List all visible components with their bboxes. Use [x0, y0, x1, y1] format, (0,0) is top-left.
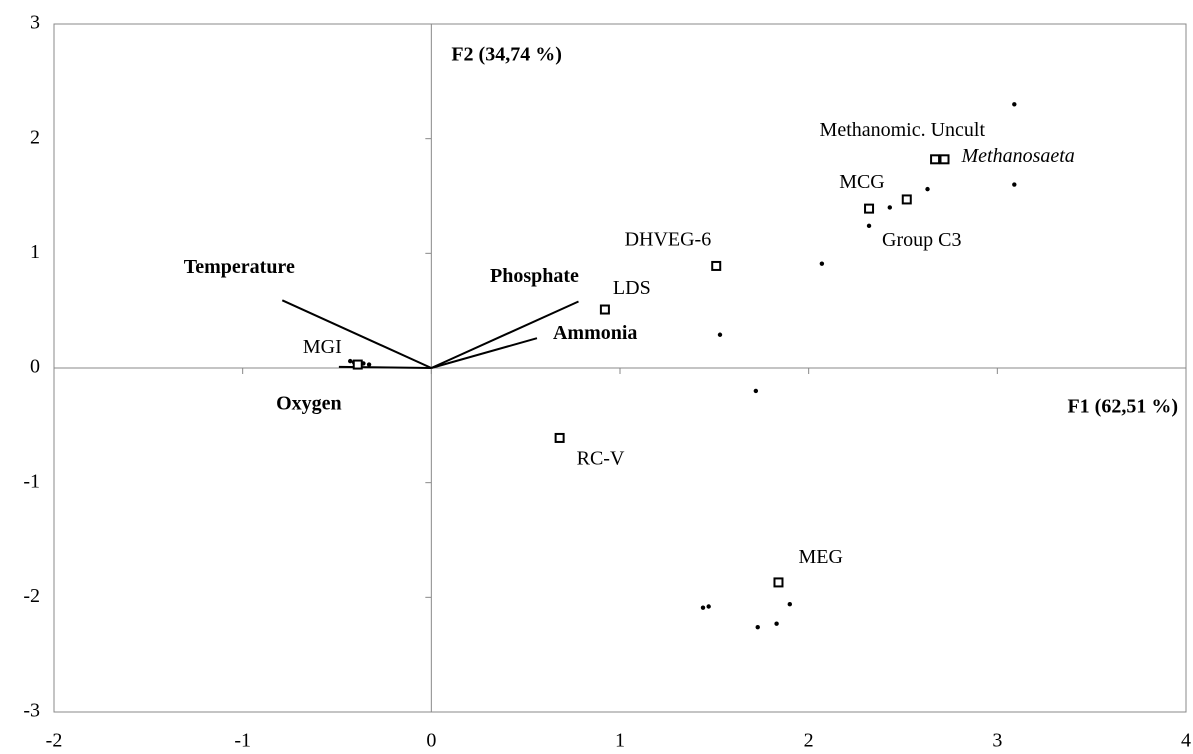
- y-tick-label: 1: [30, 241, 40, 263]
- taxon-label: DHVEG-6: [625, 229, 712, 251]
- taxon-point: [864, 203, 875, 214]
- vector-label: Phosphate: [490, 265, 579, 287]
- sample-point: [1012, 102, 1017, 107]
- taxon-point: [352, 359, 363, 370]
- sample-point: [753, 388, 759, 394]
- sample-point: [700, 605, 706, 610]
- sample-point: [717, 332, 723, 337]
- y-tick-label: -2: [23, 585, 40, 607]
- y-axis-label: F2 (34,74 %): [451, 44, 562, 66]
- sample-point: [1012, 182, 1017, 187]
- x-axis-label: F1 (62,51 %): [1067, 396, 1178, 418]
- vector: [430, 300, 579, 369]
- sample-point: [706, 604, 711, 609]
- y-tick-label: -1: [23, 470, 40, 492]
- sample-point: [925, 186, 930, 192]
- sample-point: [348, 358, 353, 364]
- taxon-point: [711, 260, 722, 271]
- vector-label: Ammonia: [553, 322, 637, 344]
- x-tick-label: -2: [46, 730, 63, 752]
- sample-point: [366, 362, 372, 367]
- y-tick-label: 3: [30, 12, 40, 34]
- taxon-label: MEG: [798, 546, 842, 568]
- sample-point: [866, 223, 872, 229]
- vector: [281, 299, 432, 369]
- taxon-label: Group C3: [882, 229, 961, 251]
- y-tick-label: -3: [23, 700, 40, 722]
- taxon-point: [939, 154, 950, 165]
- x-tick-label: 1: [615, 730, 625, 752]
- sample-point: [787, 602, 792, 607]
- taxon-label: MGI: [303, 336, 342, 358]
- y-tick-label: 2: [30, 126, 40, 148]
- vector-label: Temperature: [184, 256, 295, 278]
- sample-point: [755, 624, 760, 630]
- taxon-point: [599, 304, 610, 315]
- vector-label: Oxygen: [276, 392, 342, 414]
- taxon-point: [901, 194, 912, 205]
- taxon-label: Methanomic. Uncult: [820, 119, 986, 141]
- taxon-label: MCG: [839, 171, 885, 193]
- sample-point: [819, 261, 825, 266]
- x-tick-label: 0: [426, 730, 436, 752]
- y-tick-label: 0: [30, 356, 40, 378]
- taxon-label: RC-V: [577, 448, 625, 470]
- taxon-point: [554, 432, 565, 443]
- x-tick-label: 4: [1181, 730, 1191, 752]
- x-tick-label: 2: [804, 730, 814, 752]
- taxon-point: [930, 154, 941, 165]
- sample-point: [887, 205, 892, 210]
- x-tick-label: 3: [992, 730, 1002, 752]
- taxon-label: LDS: [613, 277, 651, 299]
- sample-point: [774, 621, 779, 626]
- taxon-point: [773, 577, 784, 588]
- taxon-label: Methanosaeta: [961, 145, 1075, 167]
- x-tick-label: -1: [234, 730, 251, 752]
- vector: [431, 337, 538, 369]
